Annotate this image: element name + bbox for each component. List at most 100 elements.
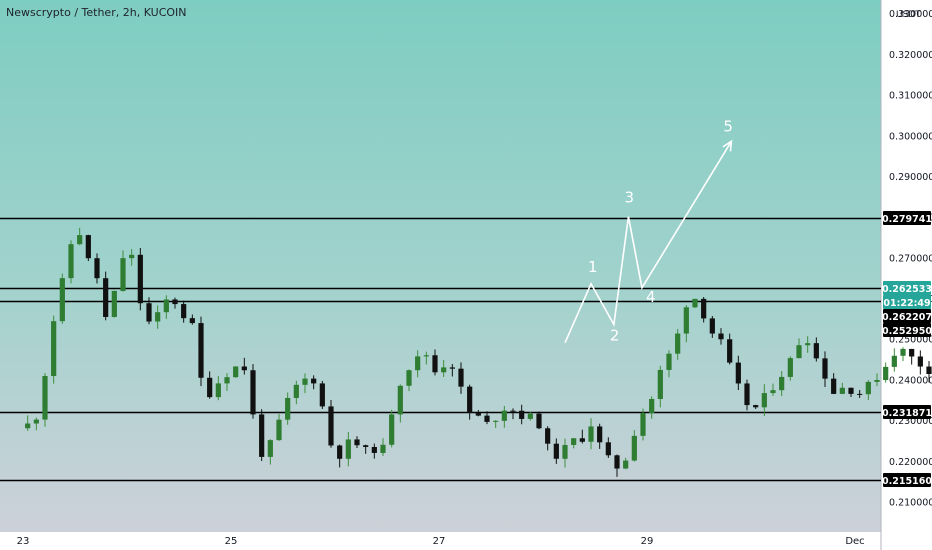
candle-body (120, 258, 126, 291)
candle-body (631, 435, 637, 461)
price-tick-label[interactable]: 0.300000 (889, 131, 932, 142)
price-tick-label[interactable]: 0.210000 (889, 497, 932, 508)
candle-body (640, 413, 646, 436)
candle-body (59, 278, 65, 322)
candle-body (579, 438, 585, 442)
price-tick-label[interactable]: 0.230000 (889, 416, 932, 427)
candle-body (917, 356, 923, 367)
candle-body (311, 378, 317, 384)
candle-body (501, 410, 507, 421)
candle-body (614, 455, 620, 469)
candle-body (779, 376, 785, 391)
wave-label: 5 (723, 117, 733, 135)
plot-background (0, 0, 881, 532)
time-axis-labels[interactable]: 23252729Dec3579 (17, 536, 932, 547)
price-badge (883, 323, 931, 337)
candle-body (770, 390, 776, 394)
price-tick-label[interactable]: 0.220000 (889, 457, 932, 468)
interval-label[interactable]: 2h (122, 6, 137, 19)
candle-body (354, 439, 360, 446)
price-badge-label: 01:22:49 (883, 298, 930, 309)
candle-body (692, 298, 698, 308)
candle-body (267, 440, 273, 457)
wave-arrowhead (722, 139, 733, 152)
time-tick-label[interactable]: 23 (17, 536, 30, 547)
candle-body (536, 413, 542, 429)
candle-body (553, 443, 559, 459)
candle-body (302, 378, 308, 385)
candle-body (891, 355, 897, 367)
price-tick-label[interactable]: 0.320000 (889, 50, 932, 61)
candle-body (441, 367, 447, 373)
wave-label: 3 (624, 189, 634, 207)
candle-body (371, 446, 377, 453)
candle-body (33, 419, 39, 424)
candle-body (623, 460, 629, 469)
candle-body (753, 405, 759, 408)
candle-body (545, 428, 551, 444)
price-tick-label[interactable]: 0.290000 (889, 172, 932, 183)
candle-body (666, 353, 672, 370)
symbol-name: Newscrypto / Tether (6, 6, 116, 19)
time-tick-label[interactable]: 27 (433, 536, 446, 547)
time-axis-panel (0, 532, 932, 550)
price-badge-label: 0.231871 (882, 408, 932, 419)
time-tick-label[interactable]: 29 (641, 536, 654, 547)
candle-body (562, 444, 568, 459)
wave-projection-line[interactable] (564, 140, 733, 344)
currency-label[interactable]: USDT (896, 10, 921, 20)
price-tick-label[interactable]: 0.250000 (889, 335, 932, 346)
candle-body (137, 254, 143, 304)
price-badge (883, 211, 931, 225)
candle-body (163, 299, 169, 313)
candle-body (172, 299, 178, 305)
candle-body (857, 393, 863, 395)
price-tick-label[interactable]: 0.270000 (889, 253, 932, 264)
candle-body (571, 438, 577, 445)
candle-body (475, 413, 481, 416)
price-badge (883, 473, 931, 487)
candle-body (155, 312, 161, 322)
price-tick-label[interactable]: 0.310000 (889, 91, 932, 102)
chart-title: Newscrypto / Tether, 2h, KUCOIN (6, 6, 187, 19)
candle-body (241, 366, 247, 371)
title-separator: , (136, 6, 144, 19)
wave-label: 2 (610, 326, 620, 344)
candle-body (94, 258, 100, 279)
candle-body (449, 367, 455, 369)
candle-body (423, 355, 429, 357)
candle-body (259, 414, 265, 457)
candle-body (735, 362, 741, 384)
candle-body (605, 442, 611, 456)
candle-body (68, 244, 74, 279)
candle-body (883, 366, 889, 381)
candle-body (683, 307, 689, 334)
candle-body (744, 383, 750, 406)
candle-body (397, 385, 403, 415)
price-badge (883, 295, 931, 309)
candle-body (380, 444, 386, 453)
time-tick-label[interactable]: 25 (225, 536, 238, 547)
candle-body (588, 426, 594, 442)
candle-body (926, 366, 932, 375)
price-tick-label[interactable]: 0.330000 (889, 9, 932, 20)
price-badge-label: 0.252950 (882, 326, 932, 337)
time-tick-label[interactable]: Dec (845, 536, 864, 547)
candle-body (111, 290, 117, 317)
candle-body (51, 321, 57, 377)
candle-body (831, 378, 837, 394)
candle-body (224, 377, 230, 384)
wave-label: 4 (646, 288, 656, 306)
candle-body (198, 323, 204, 378)
price-tick-label[interactable]: 0.240000 (889, 375, 932, 386)
price-badge (883, 281, 931, 295)
candle-body (363, 445, 369, 447)
wave-layer: 1 2 3 4 5 (564, 117, 733, 344)
exchange-label: KUCOIN (143, 6, 187, 19)
candle-body (718, 333, 724, 340)
candle-body (458, 368, 464, 387)
price-badge-label: 0.262533 (882, 284, 932, 295)
candle-body (813, 343, 819, 359)
candle-body (85, 235, 91, 259)
price-badge-label: 0.262207 (882, 312, 932, 323)
